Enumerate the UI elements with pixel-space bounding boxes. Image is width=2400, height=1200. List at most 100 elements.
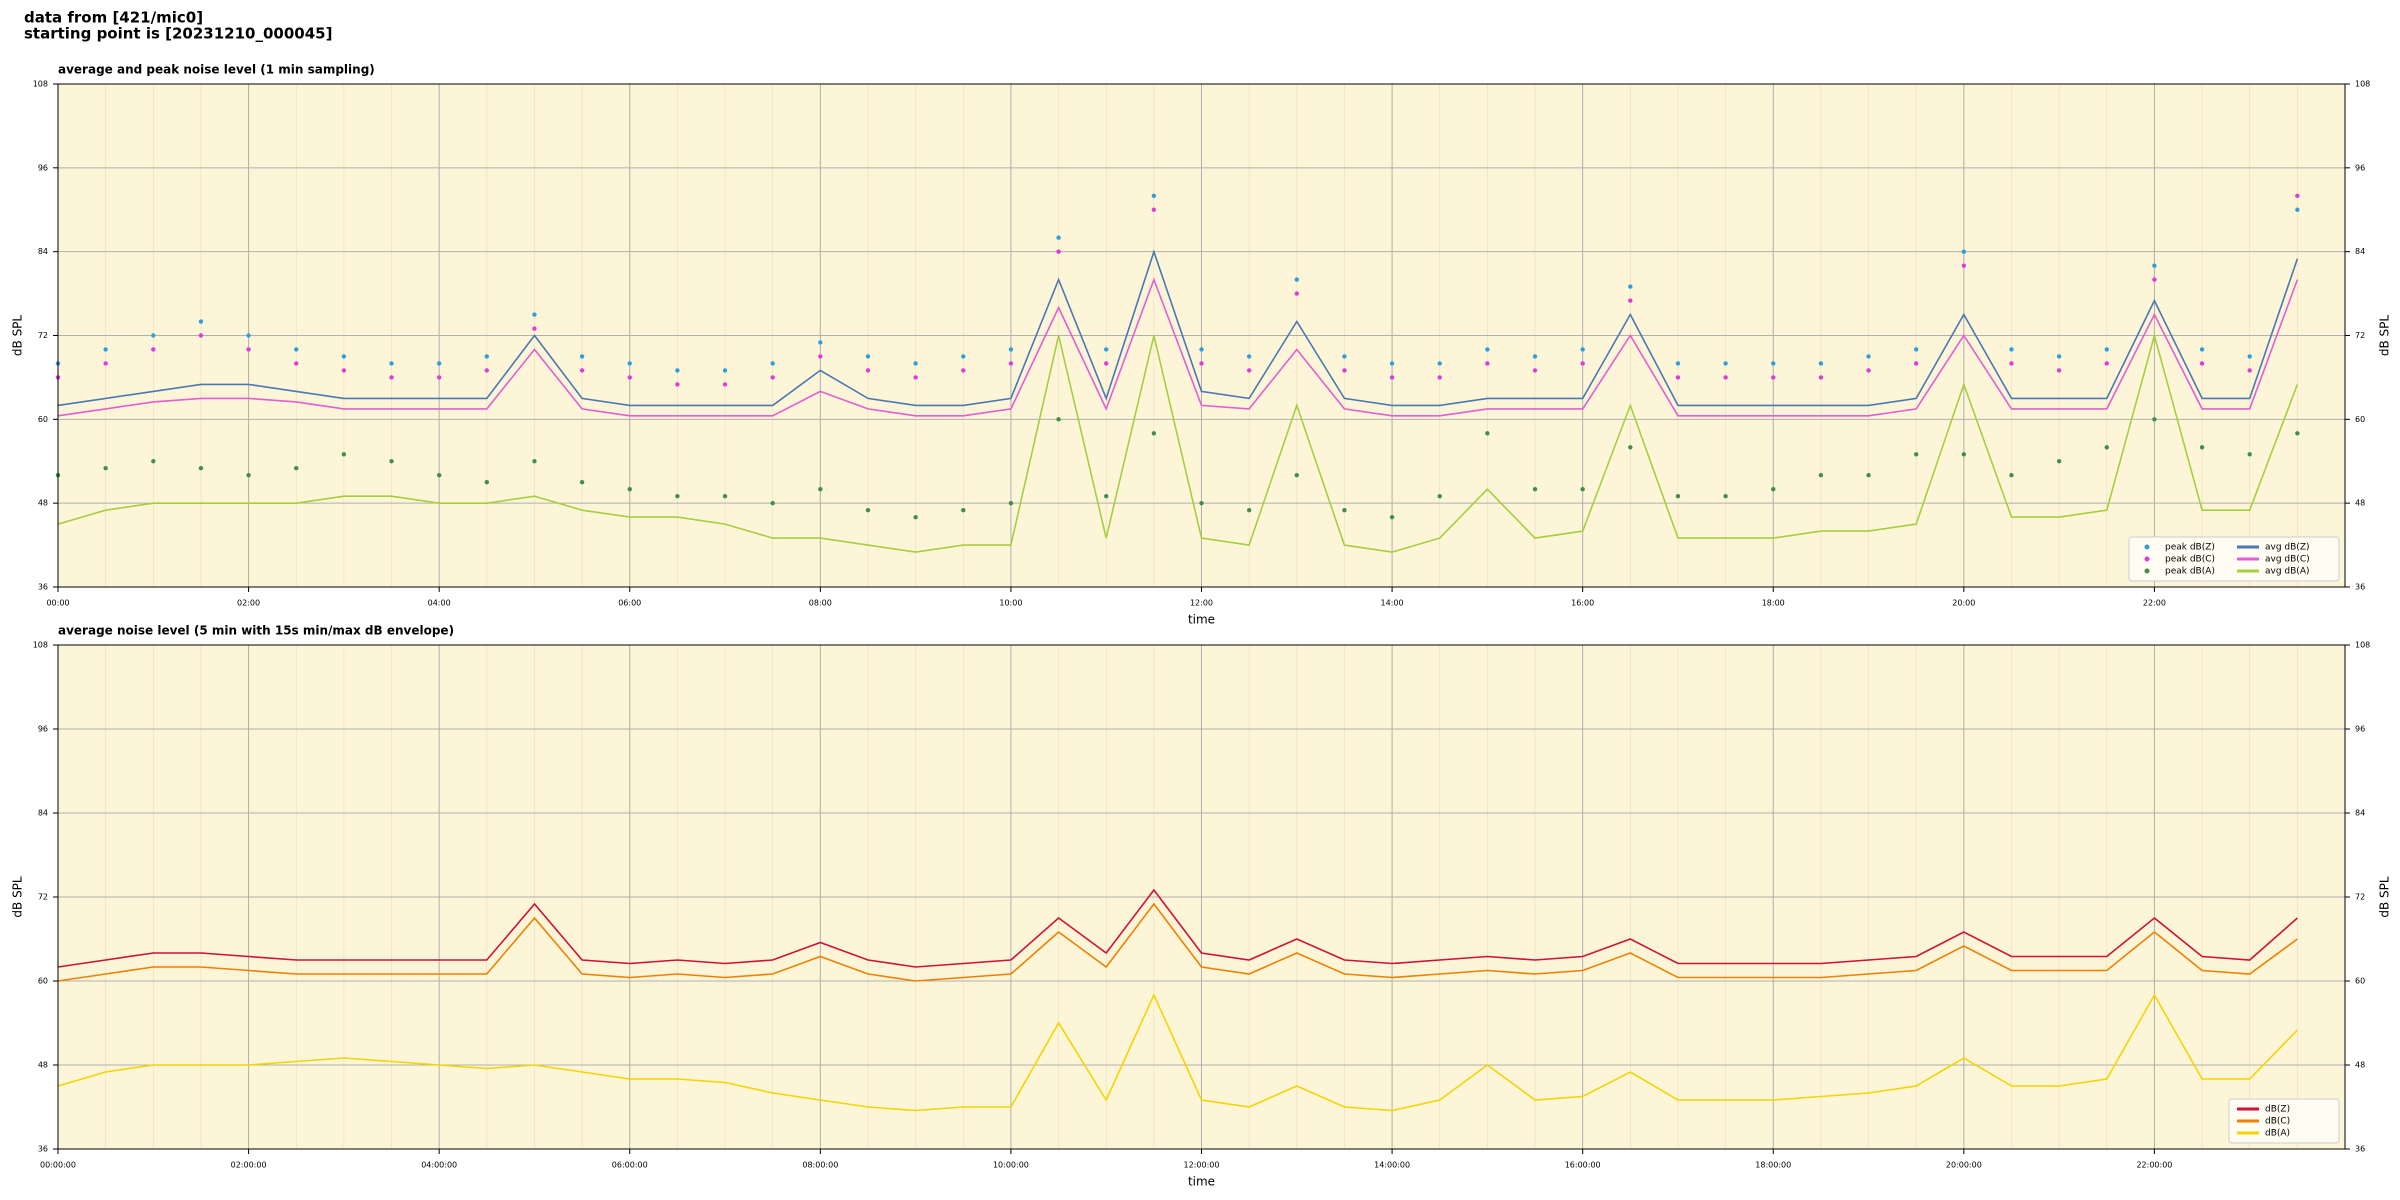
peak-point [579,480,585,485]
peak-point [1675,361,1681,366]
peak-point [2104,347,2109,352]
peak-point [1151,207,1157,212]
peak-point [1104,493,1109,499]
x-axis-label: time [1188,613,1215,627]
peak-point [2009,347,2014,352]
peak-point [1246,354,1252,359]
legend-label: peak dB(C) [2165,555,2215,565]
x-tick-label: 14:00:00 [1374,1161,1410,1170]
peak-point [770,500,775,506]
peak-point [1246,368,1252,373]
peak-point [1056,417,1061,422]
y2-axis-label: dB SPL [2378,876,2392,918]
peak-point [627,375,632,380]
peak-point [532,326,537,331]
y-axis-label: dB SPL [11,315,25,357]
peak-point [2199,445,2205,450]
x-tick-label: 00:00:00 [40,1161,76,1170]
peak-point [1866,368,1871,373]
peak-point [865,354,871,359]
x-tick-label: 22:00 [2143,599,2166,608]
y-tick-label: 84 [38,247,48,256]
y2-tick-label: 36 [2355,1145,2365,1154]
x-tick-label: 16:00:00 [1565,1161,1601,1170]
peak-point [675,368,680,373]
peak-point [1342,368,1347,373]
x-tick-label: 08:00:00 [802,1161,838,1170]
peak-point [2152,417,2157,422]
peak-point [1008,361,1014,366]
peak-point [1151,193,1157,198]
peak-point [2009,361,2014,366]
y2-tick-label: 108 [2355,80,2370,89]
x-tick-label: 18:00:00 [1755,1161,1791,1170]
series-line [57,888,2298,968]
x-tick-label: 20:00 [1952,599,1975,608]
y-axis-label: dB SPL [11,876,25,918]
x-tick-label: 00:00 [46,599,69,608]
y-tick-label: 48 [38,1061,48,1070]
series-line [57,249,2299,407]
x-tick-label: 20:00:00 [1946,1161,1982,1170]
peak-point [103,347,108,352]
peak-point [2295,193,2300,198]
legend-label: dB(C) [2265,1117,2290,1127]
y2-tick-label: 72 [2355,331,2365,340]
peak-point [1532,368,1538,373]
y2-axis-label: dB SPL [2378,315,2392,357]
peak-point [436,361,442,366]
legend-label: avg dB(A) [2265,567,2309,577]
y-tick-label: 60 [38,977,48,986]
peak-point [1485,361,1490,366]
x-tick-label: 04:00 [428,599,451,608]
peak-point [770,375,775,380]
peak-point [103,466,108,471]
peak-point [341,354,347,359]
legend-marker [2144,544,2150,550]
peak-point [2152,263,2157,268]
series-line [57,993,2298,1112]
peak-point [341,368,347,373]
peak-point [1437,375,1442,380]
x-tick-label: 04:00:00 [421,1161,457,1170]
y2-tick-label: 60 [2355,415,2365,424]
peak-point [2199,347,2205,352]
y2-tick-label: 84 [2355,247,2365,256]
peak-point [1008,500,1014,506]
legend-label: peak dB(Z) [2165,543,2215,553]
peak-point [1580,347,1585,352]
peak-point [1294,291,1299,296]
peak-point [532,312,537,317]
peak-point [484,368,490,373]
peak-point [1199,347,1204,352]
x-tick-label: 02:00:00 [231,1161,267,1170]
peak-point [2104,445,2109,450]
chart-title: average noise level (5 min with 15s min/… [58,624,454,638]
x-axis-label: time [1188,1175,1215,1189]
y-tick-label: 60 [38,415,48,424]
y-tick-label: 96 [38,163,48,172]
y2-tick-label: 48 [2355,499,2365,508]
peak-point [1056,235,1061,240]
peak-point [1485,347,1490,352]
x-tick-label: 02:00 [237,599,260,608]
peak-point [913,361,918,366]
peak-point [1008,347,1014,352]
peak-point [2247,354,2252,359]
peak-point [484,480,490,485]
peak-point [865,507,871,513]
peak-point [294,347,299,352]
peak-point [770,361,775,366]
peak-point [1913,361,1919,366]
peak-point [1771,486,1776,492]
peak-point [436,375,442,380]
legend-marker [2144,556,2150,562]
peak-point [627,361,632,366]
peak-point [341,452,347,457]
y-tick-label: 72 [38,893,48,902]
peak-point [2152,277,2157,282]
peak-point [294,466,299,471]
legend-label: avg dB(C) [2265,555,2310,565]
peak-point [532,459,537,464]
peak-point [1104,361,1109,366]
